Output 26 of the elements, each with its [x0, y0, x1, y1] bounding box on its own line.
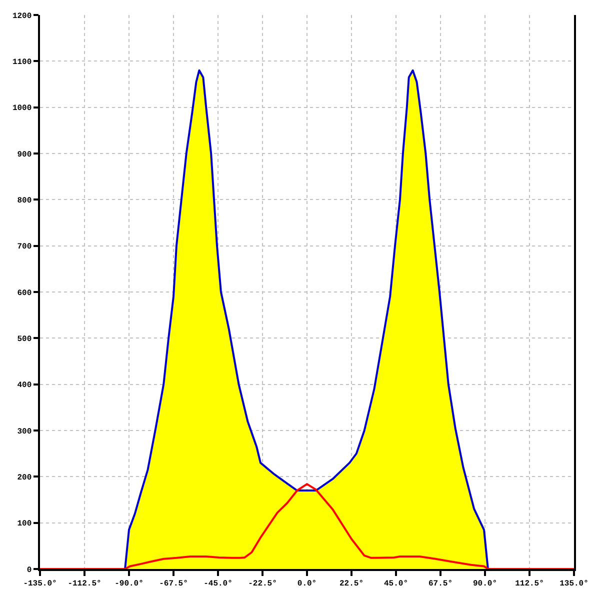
x-tick-label: -67.5°	[159, 579, 188, 588]
x-tick-label: 0.0°	[297, 579, 317, 588]
y-tick-label: 400	[17, 381, 32, 390]
x-tick-label: -112.5°	[68, 579, 102, 588]
y-tick-label: 700	[17, 242, 32, 252]
x-tick-label: 135.0°	[560, 579, 588, 588]
x-tick-label: -135.0°	[23, 579, 57, 588]
y-tick-label: 0	[26, 566, 32, 575]
x-tick-label: 90.0°	[472, 579, 498, 588]
x-tick-label: 67.5°	[428, 579, 453, 588]
y-tick-label: 300	[17, 427, 32, 436]
y-tick-label: 800	[17, 196, 32, 206]
y-tick-label: 1100	[12, 58, 32, 67]
x-tick-label: 22.5°	[339, 579, 364, 588]
x-tick-label: -45.0°	[204, 579, 232, 588]
y-tick-label: 600	[17, 288, 32, 298]
y-tick-label: 200	[17, 473, 32, 482]
y-tick-label: 500	[17, 334, 32, 344]
x-tick-label: -22.5°	[248, 579, 277, 588]
y-tick-label: 1200	[12, 12, 32, 21]
x-tick-label: 112.5°	[515, 579, 544, 588]
y-tick-label: 1000	[12, 104, 32, 114]
x-tick-label: 45.0°	[384, 579, 408, 588]
x-tick-label: -90.0°	[114, 579, 144, 588]
y-tick-label: 100	[17, 520, 32, 529]
y-tick-label: 900	[17, 150, 32, 160]
